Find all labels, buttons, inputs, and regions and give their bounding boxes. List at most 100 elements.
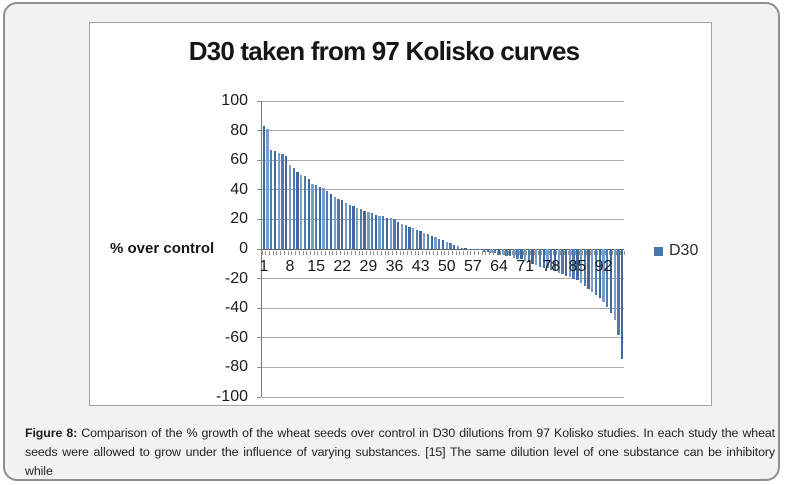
- x-axis-tick: [384, 250, 386, 255]
- bar: [553, 249, 557, 272]
- bar: [385, 217, 389, 249]
- bar: [329, 194, 333, 249]
- bar: [423, 232, 426, 249]
- bar: [550, 249, 553, 270]
- x-axis-tick: [399, 250, 401, 255]
- bar: [262, 126, 266, 249]
- x-tick-label: 29: [359, 258, 378, 275]
- x-tick-label: 50: [437, 258, 456, 275]
- bar: [538, 249, 542, 267]
- bar: [300, 175, 303, 249]
- bar: [501, 249, 504, 255]
- bar: [494, 249, 497, 254]
- x-axis-tick: [560, 250, 562, 255]
- bar: [565, 249, 568, 276]
- y-tick-label: -20: [224, 269, 248, 287]
- bar: [531, 249, 534, 264]
- bar: [356, 207, 359, 249]
- x-axis-tick: [578, 250, 580, 255]
- x-tick-label: 64: [490, 258, 508, 275]
- y-tick-label: -40: [224, 299, 248, 317]
- bar: [587, 249, 590, 289]
- bar: [311, 183, 314, 249]
- x-axis-tick: [619, 250, 621, 255]
- gridline: [262, 100, 624, 102]
- legend-swatch-d30: [654, 246, 663, 256]
- x-axis-tick: [571, 250, 573, 255]
- bar: [583, 249, 586, 286]
- x-axis-tick: [436, 250, 438, 255]
- bar: [557, 249, 560, 273]
- caption-figure-label: Figure 8:: [25, 426, 78, 440]
- x-axis-tick: [339, 250, 341, 255]
- y-axis-tick: [257, 100, 261, 102]
- caption-line-3: of another it can be stimulating.: [25, 481, 775, 485]
- bar: [609, 249, 613, 313]
- x-tick-label: 43: [411, 258, 430, 275]
- x-axis-tick: [504, 250, 506, 255]
- bar: [393, 219, 396, 249]
- x-axis-tick: [343, 250, 345, 255]
- bar: [333, 197, 336, 249]
- x-axis-tick: [552, 250, 554, 255]
- gridline: [262, 396, 624, 398]
- bar: [314, 185, 318, 249]
- x-axis-tick: [519, 250, 520, 255]
- x-axis-tick: [601, 250, 603, 255]
- x-axis-tick: [604, 250, 606, 255]
- x-tick-label: 8: [285, 258, 295, 275]
- bar: [460, 247, 463, 249]
- bar: [318, 186, 321, 249]
- bar: [602, 249, 605, 303]
- bar: [397, 222, 400, 249]
- bar: [400, 223, 404, 249]
- x-tick-label: 1: [259, 258, 269, 275]
- bar: [591, 249, 594, 292]
- caption-line-1-text: Comparison of the % growth of the wheat …: [81, 426, 776, 440]
- legend-label-d30: D30: [669, 242, 699, 259]
- x-axis-tick: [354, 250, 356, 255]
- x-axis-tick: [612, 250, 614, 255]
- bar: [497, 249, 501, 255]
- y-tick-label: 60: [230, 151, 248, 169]
- bar: [542, 249, 545, 269]
- x-axis-tick: [477, 250, 479, 255]
- x-axis-tick: [280, 250, 282, 255]
- x-axis-tick: [403, 250, 405, 255]
- bar: [307, 179, 310, 249]
- bar: [430, 235, 433, 249]
- x-axis-tick: [556, 250, 558, 255]
- bar: [467, 249, 471, 250]
- bar: [322, 188, 325, 249]
- y-tick-label: 20: [230, 210, 248, 228]
- bar: [341, 200, 344, 249]
- bar: [404, 225, 407, 249]
- x-tick-label: 71: [516, 258, 534, 275]
- x-axis-tick: [474, 250, 476, 255]
- bar: [270, 149, 273, 249]
- x-tick-label: 78: [542, 258, 561, 275]
- x-axis-tick: [533, 250, 535, 255]
- x-axis-tick: [310, 250, 311, 255]
- y-axis-tick: [257, 218, 261, 220]
- caption-line-1: Figure 8: Comparison of the % growth of …: [25, 424, 775, 443]
- x-axis-tick: [295, 250, 297, 255]
- bar: [378, 216, 381, 249]
- bar: [415, 229, 419, 249]
- x-axis-tick: [332, 250, 334, 255]
- x-axis-tick: [336, 250, 338, 255]
- bar: [266, 129, 269, 249]
- y-tick-label: 80: [230, 121, 248, 139]
- x-axis-tick: [448, 250, 450, 255]
- x-axis-tick: [459, 250, 461, 255]
- x-axis-tick: [593, 250, 595, 255]
- bar: [382, 216, 385, 249]
- x-axis-tick: [466, 250, 468, 255]
- x-axis-tick: [410, 250, 412, 255]
- gridline: [262, 189, 624, 191]
- x-axis-tick: [507, 250, 509, 255]
- bar: [273, 151, 277, 249]
- bar: [482, 249, 486, 252]
- x-axis-tick: [291, 250, 293, 255]
